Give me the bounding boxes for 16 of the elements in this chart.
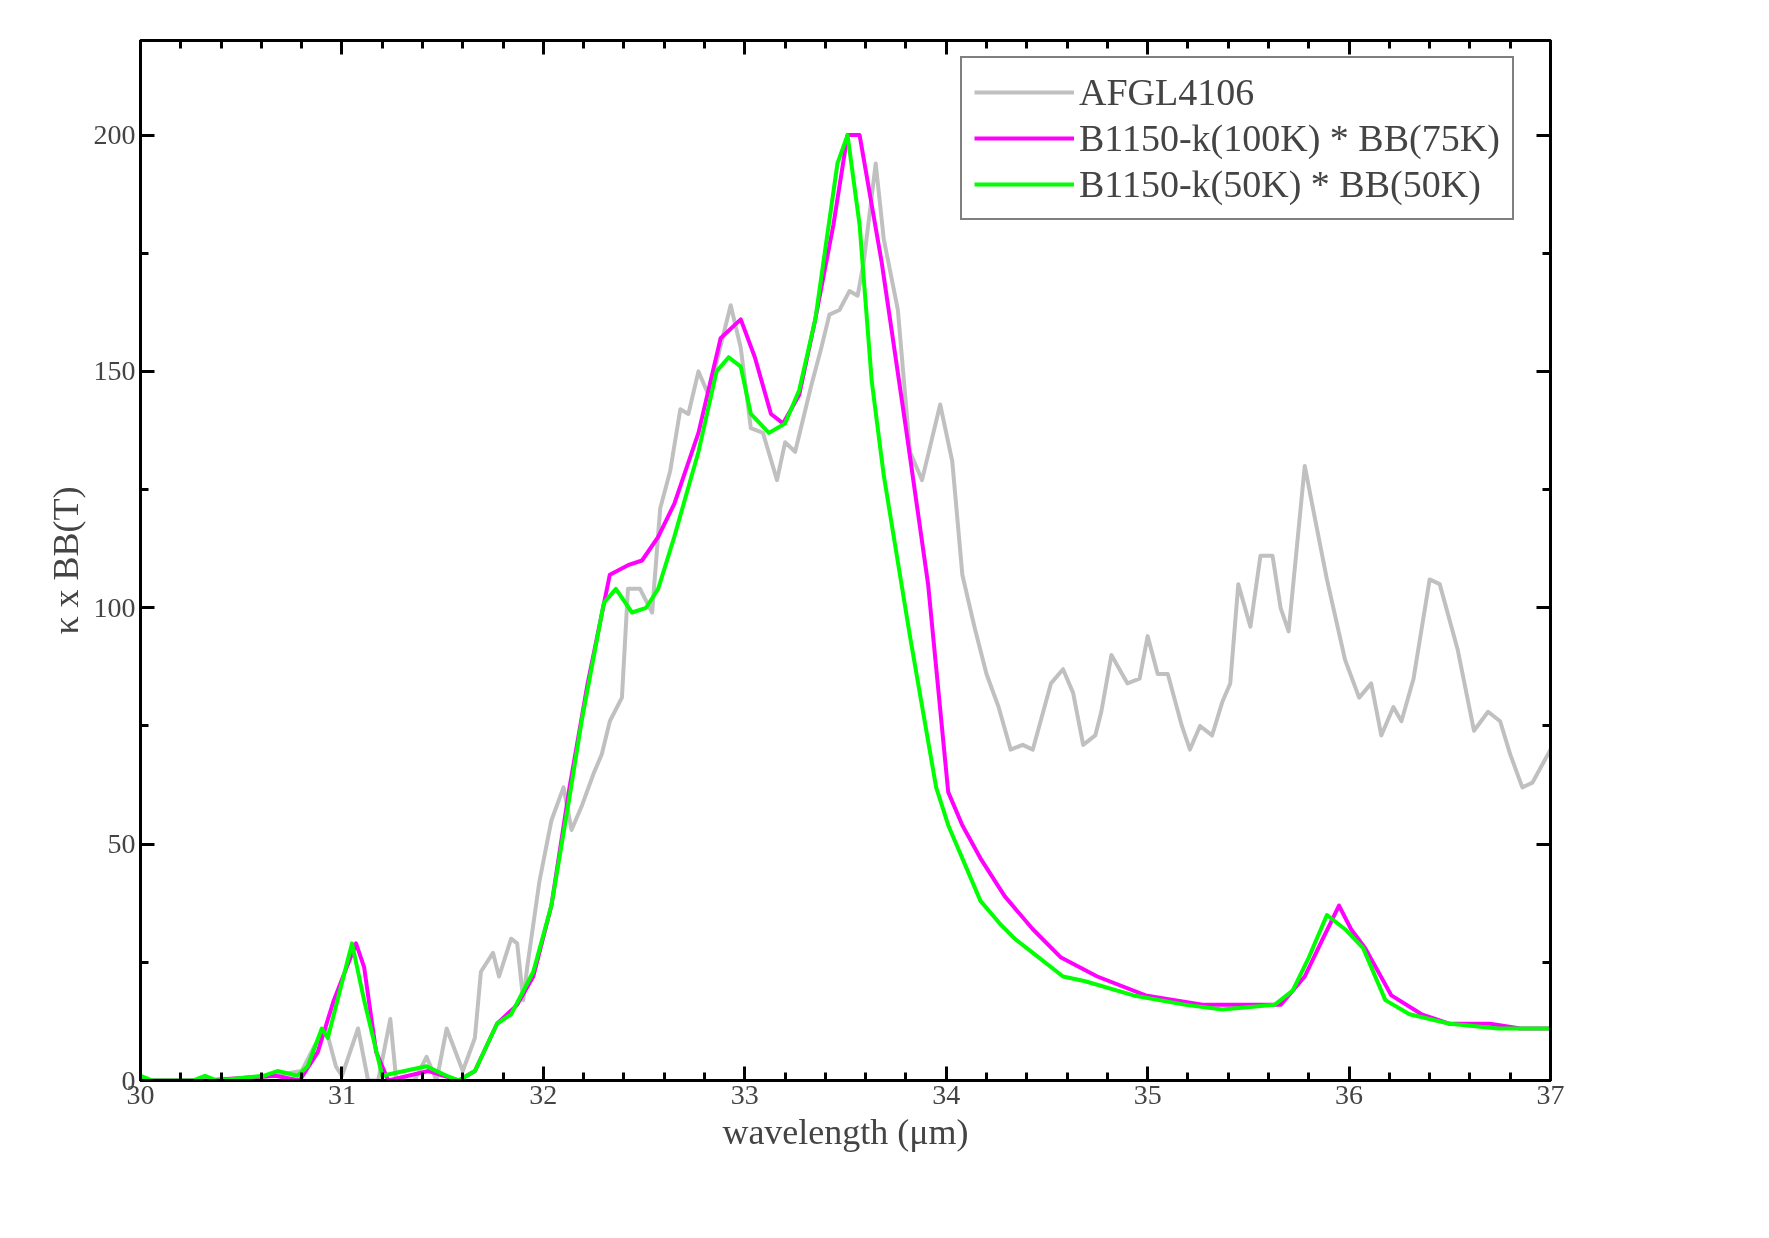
x-tick-label: 33 bbox=[730, 1078, 759, 1110]
x-axis-title: wavelength (μm) bbox=[722, 1111, 969, 1152]
y-tick-label: 150 bbox=[93, 355, 136, 387]
x-tick-label: 34 bbox=[932, 1078, 961, 1110]
y-tick-label: 200 bbox=[93, 119, 136, 151]
y-tick-label: 50 bbox=[107, 828, 136, 860]
y-axis-title: κ x BB(T) bbox=[45, 486, 86, 635]
legend-label: AFGL4106 bbox=[1079, 70, 1255, 114]
x-tick-label: 32 bbox=[529, 1078, 558, 1110]
x-tick-label: 36 bbox=[1335, 1078, 1364, 1110]
x-tick-label: 37 bbox=[1536, 1078, 1565, 1110]
x-tick-label: 31 bbox=[327, 1078, 356, 1110]
legend-label: B1150-k(50K) * BB(50K) bbox=[1079, 162, 1481, 206]
legend-label: B1150-k(100K) * BB(75K) bbox=[1079, 116, 1500, 160]
y-tick-label: 100 bbox=[93, 591, 136, 623]
x-tick-label: 35 bbox=[1133, 1078, 1162, 1110]
